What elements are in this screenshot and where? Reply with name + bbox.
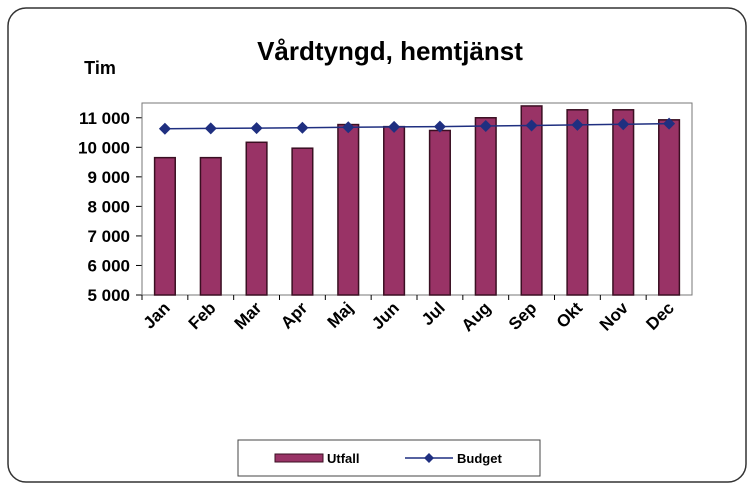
budget-marker [388, 120, 401, 133]
y-tick-label: 10 000 [78, 138, 130, 157]
bar [245, 141, 268, 296]
chart-frame [7, 7, 747, 483]
bar [520, 105, 543, 296]
y-tick-label: 6 000 [87, 256, 130, 275]
budget-marker [204, 122, 217, 135]
budget-marker [663, 117, 676, 130]
chart-title: Vårdtyngd, hemtjänst [257, 36, 523, 66]
bar [612, 109, 635, 296]
budget-marker [296, 121, 309, 134]
budget-marker [571, 118, 584, 131]
bar [153, 156, 176, 296]
bar [658, 119, 681, 296]
budget-marker [342, 121, 355, 134]
y-tick-label: 7 000 [87, 227, 130, 246]
bar [383, 125, 406, 296]
bar [291, 147, 314, 296]
budget-marker [479, 120, 492, 133]
legend-label: Utfall [327, 451, 360, 466]
bar [566, 109, 589, 296]
budget-line [164, 122, 670, 130]
bar [337, 123, 360, 296]
y-axis-label: Tim [84, 58, 116, 78]
legend-swatch [274, 453, 324, 463]
budget-marker [525, 119, 538, 132]
budget-marker [158, 122, 171, 135]
y-tick-label: 8 000 [87, 197, 130, 216]
y-tick-label: 11 000 [79, 109, 130, 128]
budget-marker [250, 122, 263, 135]
budget-marker [433, 120, 446, 133]
legend-marker [424, 453, 434, 463]
legend-label: Budget [457, 451, 502, 466]
y-tick-label: 9 000 [87, 168, 130, 187]
y-tick-label: 5 000 [87, 286, 130, 305]
bar [428, 129, 451, 296]
bar [474, 117, 497, 296]
budget-marker [617, 118, 630, 131]
bar [199, 156, 222, 296]
